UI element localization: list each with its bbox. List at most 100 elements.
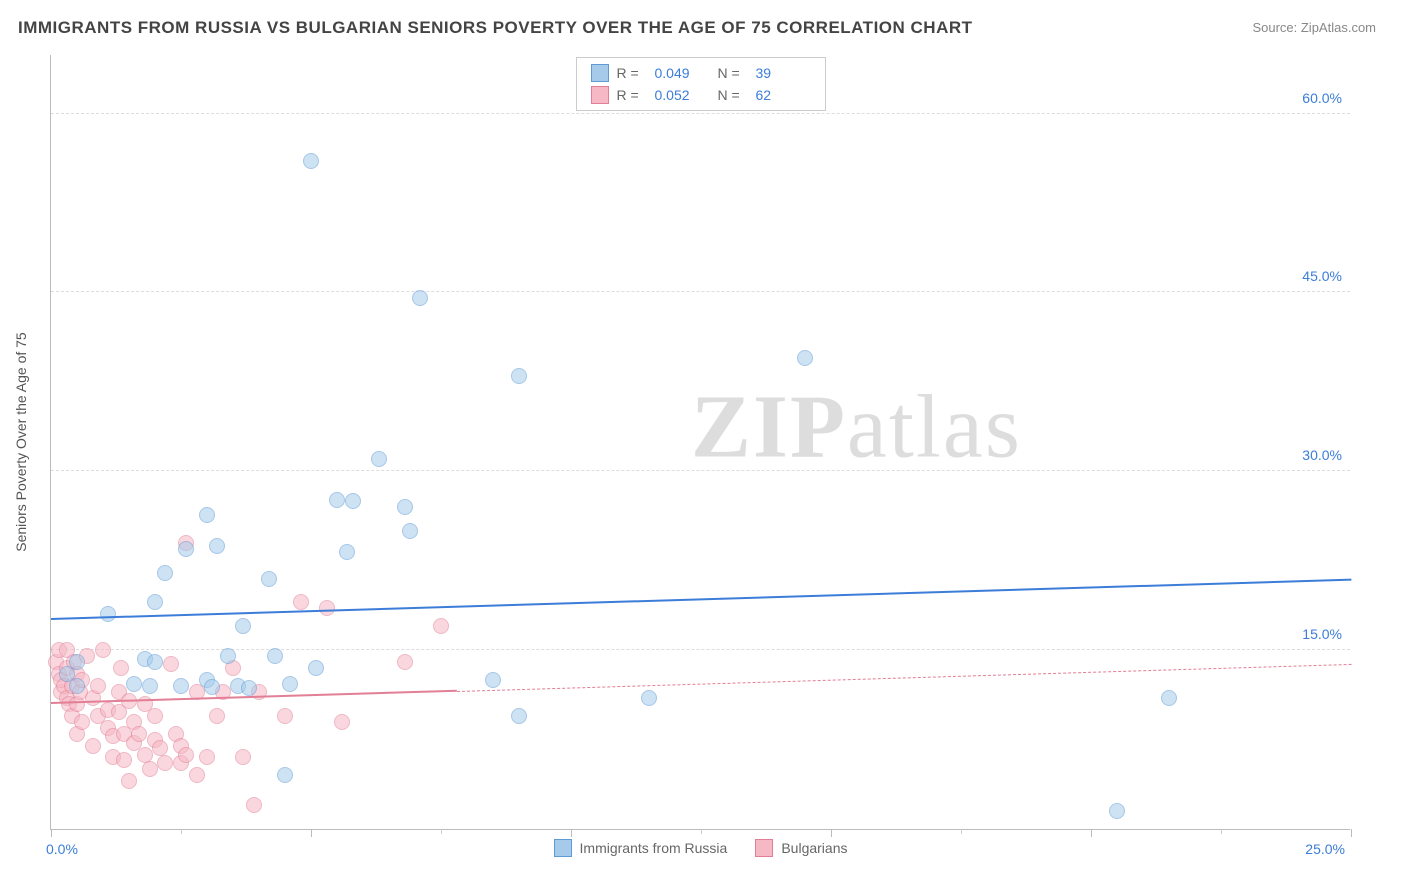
legend-r-value: 0.052 <box>655 84 710 106</box>
trend-line <box>51 579 1351 620</box>
y-tick-label: 45.0% <box>1302 268 1342 284</box>
data-point <box>235 749 251 765</box>
data-point <box>282 676 298 692</box>
data-point <box>204 679 220 695</box>
y-tick-label: 60.0% <box>1302 90 1342 106</box>
y-axis-label: Seniors Poverty Over the Age of 75 <box>13 332 29 551</box>
legend-stats-row: R = 0.052 N = 62 <box>591 84 811 106</box>
data-point <box>152 740 168 756</box>
legend-n-label: N = <box>718 84 748 106</box>
data-point <box>371 451 387 467</box>
data-point <box>397 654 413 670</box>
data-point <box>147 594 163 610</box>
data-point <box>199 749 215 765</box>
data-point <box>121 773 137 789</box>
data-point <box>277 767 293 783</box>
data-point <box>116 752 132 768</box>
legend-r-label: R = <box>617 62 647 84</box>
data-point <box>189 767 205 783</box>
legend-n-value: 39 <box>756 62 811 84</box>
data-point <box>308 660 324 676</box>
data-point <box>113 660 129 676</box>
data-point <box>69 678 85 694</box>
data-point <box>95 642 111 658</box>
x-tick-minor <box>961 829 962 834</box>
data-point <box>641 690 657 706</box>
legend-swatch <box>554 839 572 857</box>
data-point <box>74 714 90 730</box>
legend-r-label: R = <box>617 84 647 106</box>
x-tick-major <box>1351 829 1352 837</box>
data-point <box>209 708 225 724</box>
data-point <box>797 350 813 366</box>
data-point <box>1109 803 1125 819</box>
watermark-bold: ZIP <box>691 377 847 476</box>
x-axis-max-label: 25.0% <box>1305 841 1345 857</box>
x-tick-major <box>1091 829 1092 837</box>
data-point <box>334 714 350 730</box>
chart-title: IMMIGRANTS FROM RUSSIA VS BULGARIAN SENI… <box>18 18 973 38</box>
watermark: ZIPatlas <box>691 375 1022 478</box>
legend-n-value: 62 <box>756 84 811 106</box>
legend-swatch <box>591 64 609 82</box>
data-point <box>209 538 225 554</box>
legend-swatch <box>755 839 773 857</box>
data-point <box>235 618 251 634</box>
legend-series-item: Immigrants from Russia <box>554 839 728 857</box>
data-point <box>433 618 449 634</box>
legend-series-label: Immigrants from Russia <box>580 840 728 856</box>
x-tick-major <box>51 829 52 837</box>
data-point <box>339 544 355 560</box>
data-point <box>85 738 101 754</box>
trend-line <box>457 663 1351 691</box>
source-label: Source: ZipAtlas.com <box>1252 20 1376 35</box>
data-point <box>220 648 236 664</box>
legend-series: Immigrants from Russia Bulgarians <box>554 839 848 857</box>
y-tick-label: 15.0% <box>1302 626 1342 642</box>
data-point <box>147 708 163 724</box>
data-point <box>261 571 277 587</box>
legend-stats: R =0.049N =39R =0.052N =62 <box>576 57 826 111</box>
data-point <box>402 523 418 539</box>
data-point <box>277 708 293 724</box>
gridline <box>51 113 1350 114</box>
data-point <box>329 492 345 508</box>
data-point <box>511 368 527 384</box>
gridline <box>51 649 1350 650</box>
plot-area: ZIPatlas Seniors Poverty Over the Age of… <box>50 55 1350 830</box>
x-tick-minor <box>181 829 182 834</box>
data-point <box>142 761 158 777</box>
gridline <box>51 291 1350 292</box>
data-point <box>397 499 413 515</box>
data-point <box>319 600 335 616</box>
data-point <box>485 672 501 688</box>
data-point <box>100 606 116 622</box>
data-point <box>199 507 215 523</box>
data-point <box>293 594 309 610</box>
x-tick-major <box>571 829 572 837</box>
legend-n-label: N = <box>718 62 748 84</box>
data-point <box>178 747 194 763</box>
data-point <box>131 726 147 742</box>
data-point <box>69 654 85 670</box>
y-tick-label: 30.0% <box>1302 447 1342 463</box>
data-point <box>90 678 106 694</box>
data-point <box>157 565 173 581</box>
data-point <box>241 680 257 696</box>
watermark-rest: atlas <box>847 377 1022 476</box>
chart-container: IMMIGRANTS FROM RUSSIA VS BULGARIAN SENI… <box>0 0 1406 892</box>
legend-stats-row: R =0.049N =39 <box>591 62 811 84</box>
data-point <box>147 654 163 670</box>
data-point <box>1161 690 1177 706</box>
data-point <box>157 755 173 771</box>
data-point <box>126 676 142 692</box>
x-tick-minor <box>441 829 442 834</box>
data-point <box>246 797 262 813</box>
data-point <box>173 678 189 694</box>
legend-series-item: Bulgarians <box>755 839 847 857</box>
x-axis-min-label: 0.0% <box>46 841 78 857</box>
data-point <box>142 678 158 694</box>
data-point <box>178 541 194 557</box>
x-tick-major <box>831 829 832 837</box>
data-point <box>511 708 527 724</box>
